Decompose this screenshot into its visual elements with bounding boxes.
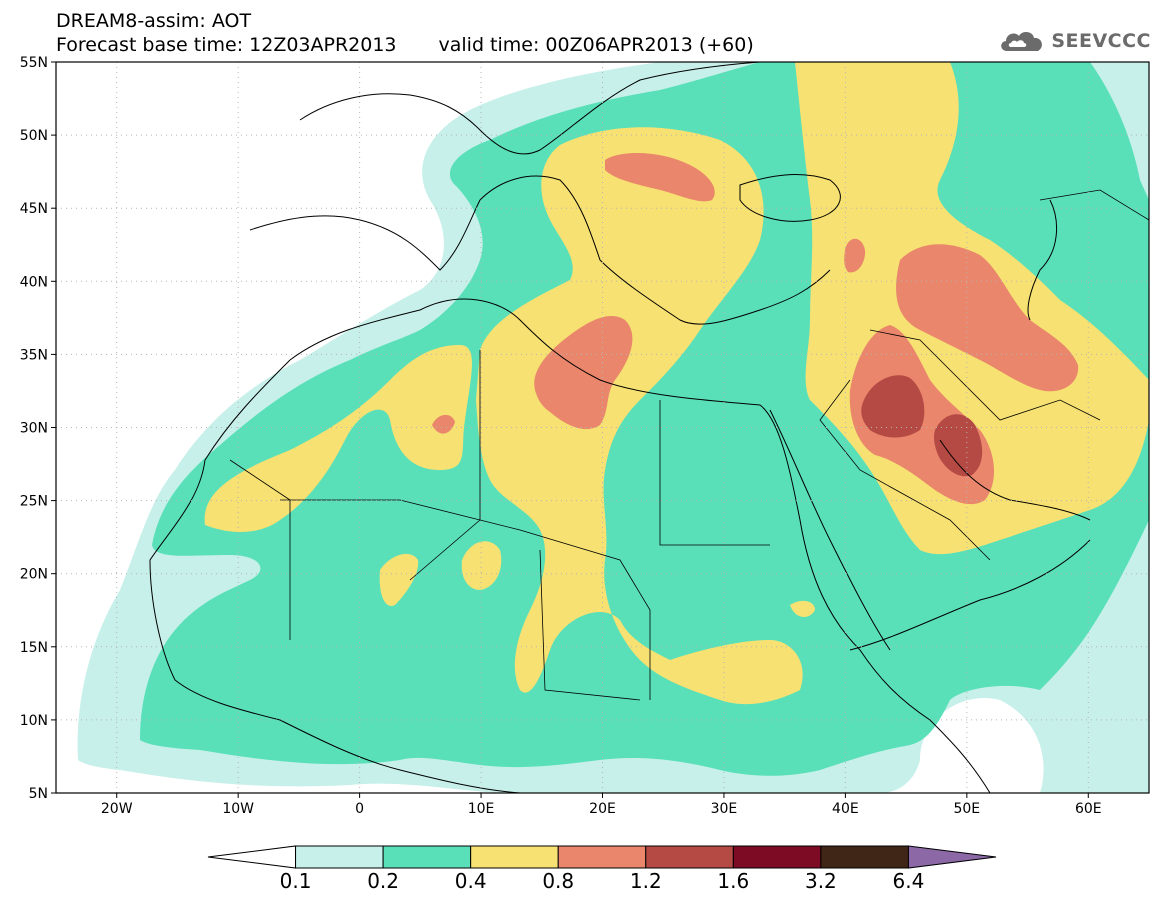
longitude-labels: 20W 10W 0 10E 20E 30E 40E 50E 60E xyxy=(101,801,1102,817)
colorbar-swatch xyxy=(470,845,559,869)
axis-ticks xyxy=(51,61,1089,798)
lat-label: 50N xyxy=(20,128,48,144)
border-1 xyxy=(280,499,651,700)
coast-red-sea xyxy=(769,409,891,651)
base-time: Forecast base time: 12Z03APR2013 xyxy=(56,34,397,56)
aot-band-0.4-spot3 xyxy=(790,600,815,617)
coast-north-europe xyxy=(299,62,761,155)
colorbar-label: 0.2 xyxy=(367,869,399,893)
lon-label: 50E xyxy=(953,801,980,817)
lon-label: 20E xyxy=(589,801,616,817)
lat-label: 30N xyxy=(20,421,48,437)
colorbar-label: 1.6 xyxy=(717,869,749,893)
coast-west-africa xyxy=(149,459,521,793)
forecast-times: Forecast base time: 12Z03APR2013 valid ti… xyxy=(56,34,754,56)
border-7 xyxy=(539,549,641,701)
aot-band-0.8-balkan xyxy=(605,153,715,202)
colorbar-swatch xyxy=(557,845,647,869)
aot-band-0.4-west xyxy=(204,345,472,532)
colorbar-label: 1.2 xyxy=(630,869,662,893)
lat-label: 5N xyxy=(29,786,48,802)
lon-label: 60E xyxy=(1075,801,1102,817)
aot-band-0.8-libya xyxy=(534,315,633,430)
aot-band-0.4-spot2 xyxy=(461,541,502,590)
coastlines xyxy=(149,62,1149,793)
lat-label: 20N xyxy=(20,567,48,583)
lat-label: 40N xyxy=(20,274,48,290)
lon-label: 10E xyxy=(468,801,495,817)
lon-label: 0 xyxy=(355,801,364,817)
colorbar-label: 6.4 xyxy=(893,869,925,893)
colorbar-arrow-low xyxy=(207,845,297,869)
logo-text: SEEVCCC xyxy=(1051,30,1151,52)
lon-label: 20W xyxy=(101,801,133,817)
colorbar-swatch xyxy=(295,845,384,869)
gridlines xyxy=(56,62,1149,793)
lat-label: 15N xyxy=(20,640,48,656)
aot-band-1.2-a xyxy=(861,375,925,438)
colorbar-swatch xyxy=(732,845,822,869)
colorbar-arrow-high xyxy=(907,845,997,869)
seevccc-logo: SEEVCCC xyxy=(997,26,1151,56)
lat-label: 35N xyxy=(20,347,48,363)
colorbar-label: 0.4 xyxy=(455,869,487,893)
lon-label: 30E xyxy=(711,801,738,817)
aot-band-0.4-central xyxy=(476,127,803,705)
coast-africa xyxy=(204,298,991,793)
aot-band-0.4-spot1 xyxy=(379,553,419,606)
lat-label: 45N xyxy=(20,201,48,217)
colorbar-swatch xyxy=(382,845,472,869)
border-5 xyxy=(869,329,1101,421)
coast-gulf xyxy=(939,439,1091,521)
border-2 xyxy=(659,400,770,546)
border-4 xyxy=(409,350,481,581)
border-6 xyxy=(819,379,991,561)
coast-europe xyxy=(249,175,831,325)
border-8 xyxy=(1039,189,1149,221)
aot-band-0.8-turkey xyxy=(844,238,866,273)
colorbar-label: 0.8 xyxy=(542,869,574,893)
colorbar-swatch xyxy=(645,845,734,869)
lon-label: 40E xyxy=(832,801,859,817)
coast-black-sea xyxy=(739,174,841,222)
lat-label: 25N xyxy=(20,494,48,510)
colorbar-label: 0.1 xyxy=(280,869,312,893)
lat-label: 10N xyxy=(20,713,48,729)
colorbar-swatch xyxy=(820,845,909,869)
aot-fields xyxy=(77,62,1149,793)
lon-label: 10W xyxy=(222,801,254,817)
aot-band-1.2-b xyxy=(934,414,983,477)
border-3 xyxy=(229,459,291,640)
coast-arabia xyxy=(849,539,1091,651)
aot-band-0.8-algeria xyxy=(432,414,455,434)
valid-time: valid time: 00Z06APR2013 (+60) xyxy=(438,34,754,56)
cloud-icon xyxy=(1001,32,1043,51)
colorbar xyxy=(207,845,997,869)
latitude-labels: 55N 50N 45N 40N 35N 30N 25N 20N 15N 10N 5N xyxy=(20,55,48,802)
colorbar-label: 3.2 xyxy=(805,869,837,893)
map-title: DREAM8-assim: AOT xyxy=(56,10,252,32)
coast-caspian xyxy=(1027,199,1058,321)
colorbar-labels: 0.1 0.2 0.4 0.8 1.2 1.6 3.2 6.4 xyxy=(280,869,925,893)
lat-label: 55N xyxy=(20,55,48,71)
